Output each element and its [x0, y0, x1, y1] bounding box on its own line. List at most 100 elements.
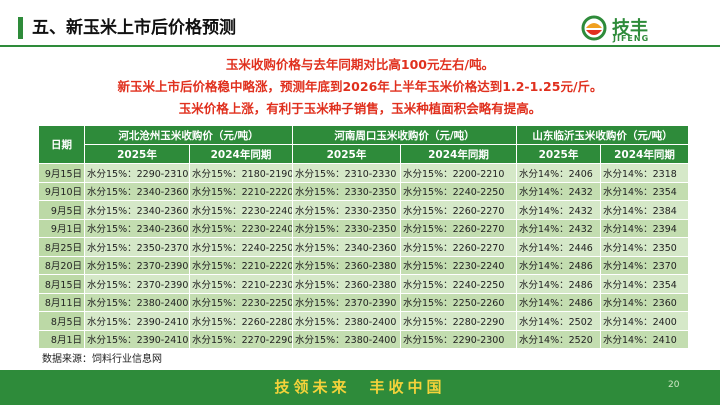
slide-title: 五、新玉米上市后价格预测 [32, 18, 236, 38]
price-table: 日期 河北沧州玉米收购价（元/吨） 河南周口玉米收购价（元/吨） 山东临沂玉米收… [38, 125, 689, 349]
cell: 水分15%：2380-2400 [292, 311, 401, 331]
header-cell: 2024年同期 [189, 144, 293, 164]
cell: 水分15%：2210-2230 [189, 274, 293, 294]
table-row: 8月5日 水分15%：2390-2410 水分15%：2260-2280 水分15%：… [38, 311, 689, 331]
header-rule [0, 45, 720, 47]
cell: 水分14%：2486 [516, 292, 601, 312]
cell: 水分15%：2270-2290 [189, 329, 293, 349]
cell: 水分15%：2230-2240 [400, 255, 517, 275]
cell: 水分15%：2330-2350 [292, 181, 401, 201]
cell: 水分14%：2432 [516, 181, 601, 201]
header-cell: 2024年同期 [600, 144, 689, 164]
table-row: 9月10日 水分15%：2340-2360 水分15%：2210-2220 水分15%… [38, 181, 689, 201]
cell: 水分14%：2318 [600, 163, 689, 183]
table-row: 9月15日 水分15%：2290-2310 水分15%：2180-2190 水分15%… [38, 163, 689, 183]
cell: 水分14%：2360 [600, 292, 689, 312]
date-cell: 8月25日 [38, 237, 85, 257]
source-note: 数据来源：饲料行业信息网 [42, 354, 162, 365]
cell: 水分15%：2380-2400 [292, 329, 401, 349]
logo-subtext: JIFENG [613, 34, 650, 43]
cell: 水分14%：2370 [600, 255, 689, 275]
cell: 水分14%：2520 [516, 329, 601, 349]
cell: 水分15%：2260-2270 [400, 218, 517, 238]
cell: 水分15%：2210-2220 [189, 181, 293, 201]
cell: 水分14%：2410 [600, 329, 689, 349]
logo-text: 技丰 [612, 18, 648, 39]
cell: 水分15%：2370-2390 [84, 255, 190, 275]
date-cell: 9月5日 [38, 200, 85, 220]
note: 玉米收购价格与去年同期对比高100元左右/吨。 [225, 57, 495, 72]
cell: 水分15%：2200-2210 [400, 163, 517, 183]
table-row: 8月15日 水分15%：2370-2390 水分15%：2210-2230 水分15%… [38, 274, 689, 294]
cell: 水分15%：2370-2390 [292, 292, 401, 312]
cell: 水分15%：2340-2360 [84, 218, 190, 238]
cell: 水分14%：2350 [600, 237, 689, 257]
footer-band [0, 370, 720, 405]
slogan: 技领未来 丰收中国 [274, 378, 446, 396]
cell: 水分14%：2486 [516, 274, 601, 294]
cell: 水分15%：2260-2280 [189, 311, 293, 331]
table-row: 8月1日 水分15%：2390-2410 水分15%：2270-2290 水分15%：… [38, 329, 689, 349]
header-cell: 2024年同期 [400, 144, 517, 164]
cell: 水分15%：2230-2240 [189, 218, 293, 238]
table-row: 8月25日 水分15%：2350-2370 水分15%：2240-2250 水分15%… [38, 237, 689, 257]
note: 玉米价格上涨，有利于玉米种子销售，玉米种植面积会略有提高。 [178, 101, 542, 116]
cell: 水分14%：2446 [516, 237, 601, 257]
header-cell: 日期 [38, 125, 85, 164]
cell: 水分15%：2230-2240 [189, 200, 293, 220]
header-cell: 河北沧州玉米收购价（元/吨） [84, 125, 293, 145]
cell: 水分15%：2340-2360 [84, 181, 190, 201]
cell: 水分15%：2250-2260 [400, 292, 517, 312]
table-row: 9月5日 水分15%：2340-2360 水分15%：2230-2240 水分15%：… [38, 200, 689, 220]
cell: 水分14%：2432 [516, 200, 601, 220]
cell: 水分15%：2290-2310 [84, 163, 190, 183]
cell: 水分14%：2400 [600, 311, 689, 331]
date-cell: 9月10日 [38, 181, 85, 201]
date-cell: 9月15日 [38, 163, 85, 183]
cell: 水分14%：2354 [600, 181, 689, 201]
cell: 水分15%：2380-2400 [84, 292, 190, 312]
cell: 水分15%：2350-2370 [84, 237, 190, 257]
cell: 水分15%：2360-2380 [292, 274, 401, 294]
cell: 水分14%：2502 [516, 311, 601, 331]
table-row: 8月11日 水分15%：2380-2400 水分15%：2230-2250 水分15%… [38, 292, 689, 312]
cell: 水分14%：2486 [516, 255, 601, 275]
cell: 水分14%：2432 [516, 218, 601, 238]
table-row: 9月1日 水分15%：2340-2360 水分15%：2230-2240 水分15%：… [38, 218, 689, 238]
cell: 水分15%：2390-2410 [84, 329, 190, 349]
cell: 水分15%：2260-2270 [400, 237, 517, 257]
cell: 水分15%：2360-2380 [292, 255, 401, 275]
date-cell: 8月20日 [38, 255, 85, 275]
cell: 水分14%：2406 [516, 163, 601, 183]
date-cell: 8月5日 [38, 311, 85, 331]
page-number: 20 [668, 380, 680, 390]
cell: 水分15%：2330-2350 [292, 200, 401, 220]
cell: 水分14%：2354 [600, 274, 689, 294]
cell: 水分15%：2340-2360 [84, 200, 190, 220]
cell: 水分15%：2240-2250 [189, 237, 293, 257]
header-cell: 2025年 [292, 144, 401, 164]
title-bar [18, 17, 23, 39]
cell: 水分15%：2390-2410 [84, 311, 190, 331]
cell: 水分15%：2370-2390 [84, 274, 190, 294]
cell: 水分15%：2180-2190 [189, 163, 293, 183]
date-cell: 8月15日 [38, 274, 85, 294]
cell: 水分15%：2290-2300 [400, 329, 517, 349]
header-cell: 2025年 [516, 144, 601, 164]
cell: 水分15%：2330-2350 [292, 218, 401, 238]
date-cell: 8月11日 [38, 292, 85, 312]
cell: 水分15%：2340-2360 [292, 237, 401, 257]
cell: 水分15%：2310-2330 [292, 163, 401, 183]
cell: 水分15%：2240-2250 [400, 181, 517, 201]
cell: 水分15%：2280-2290 [400, 311, 517, 331]
date-cell: 9月1日 [38, 218, 85, 238]
header-cell: 河南周口玉米收购价（元/吨） [292, 125, 517, 145]
cell: 水分15%：2240-2250 [400, 274, 517, 294]
cell: 水分15%：2230-2250 [189, 292, 293, 312]
cell: 水分14%：2384 [600, 200, 689, 220]
logo-icon [581, 15, 607, 41]
header-cell: 2025年 [84, 144, 190, 164]
table-row: 8月20日 水分15%：2370-2390 水分15%：2210-2220 水分15%… [38, 255, 689, 275]
date-cell: 8月1日 [38, 329, 85, 349]
